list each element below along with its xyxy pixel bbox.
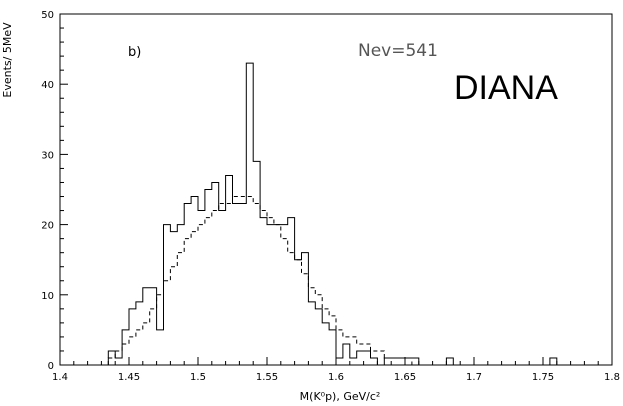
data-histogram-solid xyxy=(107,62,426,366)
plot-frame xyxy=(59,13,613,366)
x-tick-label: 1.6 xyxy=(328,372,344,383)
x-tick-label: 1.8 xyxy=(604,372,620,383)
experiment-label: DIANA xyxy=(454,69,558,107)
y-axis-title: Events/ 5MeV xyxy=(1,22,14,98)
y-tick-label: 0 xyxy=(48,361,54,372)
x-tick-label: 1.5 xyxy=(190,372,206,383)
x-tick-label: 1.65 xyxy=(394,372,416,383)
y-tick-label: 50 xyxy=(41,10,54,21)
y-tick-label: 30 xyxy=(41,150,54,161)
x-tick-label: 1.55 xyxy=(256,372,278,383)
histogram-bin xyxy=(445,357,454,366)
y-tick-label: 40 xyxy=(41,80,54,91)
x-tick-label: 1.4 xyxy=(52,372,68,383)
y-tick-label: 10 xyxy=(41,291,54,302)
x-tick-label: 1.45 xyxy=(118,372,140,383)
y-tick-label: 20 xyxy=(41,221,54,232)
x-tick-label: 1.7 xyxy=(466,372,482,383)
x-axis-title: M(K⁰p), GeV/c² xyxy=(300,390,381,403)
histogram-bin xyxy=(549,357,558,366)
x-tick-label: 1.75 xyxy=(532,372,554,383)
event-count-label: Nev=541 xyxy=(358,41,438,61)
panel-label: b) xyxy=(128,45,141,60)
